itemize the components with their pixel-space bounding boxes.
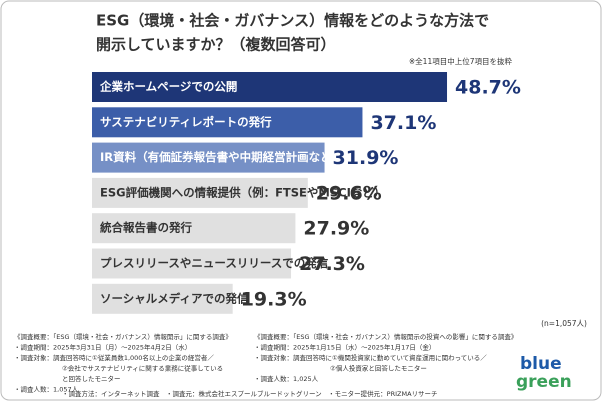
bar [92,142,325,173]
bar-label: 企業ホームページでの公開 [99,80,237,94]
title-line: 開示していますか？（複数回答可） [96,36,336,54]
footer-text: 《調査概要：「ESG（環境・社会・ガバナンス）情報開示の投資への影響」に関する調… [254,332,517,341]
bar-label: サステナビリティレポートの発行 [100,115,272,129]
logo-text: blue [520,354,562,374]
bar-label: IR資料（有価証券報告書や中期経営計画など）への記載 [100,150,390,164]
bar [92,248,292,279]
footer-text: と回答したモニター [62,374,121,383]
bar [92,283,233,314]
footer-text: ・調査期間：2025年3月31日（月）〜2025年4月2日（水） [14,343,191,352]
bar [92,213,296,244]
footer-text: 《調査概要：「ESG（環境・社会・ガバナンス）情報開示」に関する調査》 [14,332,232,341]
footer-text: ②個人投資家と回答したモニター [330,364,427,373]
bar-label: プレスリリースやニュースリリースでの発信 [100,256,329,270]
sample-size: (n=1,057人) [541,319,587,328]
bar-label: 統合報告書の発行 [100,221,192,235]
logo-text: green [516,372,572,392]
footer-text: ・調査人数：1,057人 [14,385,79,394]
footer-text: ・調査方法：インターネット調査 ・調査元：株式会社エスプールブルードットグリーン… [62,389,438,398]
value-label: 27.3% [299,253,365,275]
value-label: 19.3% [241,288,307,310]
bar [92,177,308,208]
footer-text: ・調査期間：2025年1月15日（水）〜2025年1月17日（金） [254,343,435,352]
footer-text: ・調査対象：調査回答時に①従業員数1,000名以上の企業の経営者／ [14,353,214,362]
bar-label: ESG評価機関への情報提供（例：FTSEやMSCIなど） [100,185,385,199]
note: ※全11項目中上位7項目を抜粋 [409,56,513,66]
bar-label: ソーシャルメディアでの発信 [100,291,249,305]
value-label: 29.6% [316,182,382,204]
value-label: 27.9% [303,218,369,240]
bar [92,107,363,138]
footer-text: ・調査対象：調査回答時に①機関投資家に勤めていて資産運用に関わっている／ [254,353,487,362]
value-label: 31.9% [333,147,399,169]
bar [92,72,448,102]
value-label: 48.7% [455,77,521,99]
footer-text: ②会社でサステナビリティに関する業務に従事している [62,364,223,373]
title-line: ESG（環境・社会・ガバナンス）情報をどのような方法で [96,12,489,30]
value-label: 37.1% [370,112,436,134]
footer-text: ・調査人数：1,025人 [254,374,319,383]
